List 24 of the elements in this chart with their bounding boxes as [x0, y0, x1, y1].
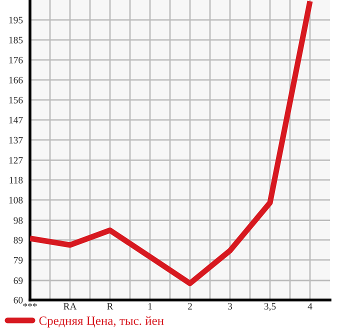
y-tick-label: 185	[9, 36, 23, 44]
x-tick-label: 3,5	[264, 303, 276, 312]
y-tick-label: 89	[14, 236, 23, 244]
legend-label: Средняя Цена, тыс. йен	[39, 316, 164, 328]
y-tick-label: 137	[9, 136, 23, 144]
y-tick-label: 79	[14, 256, 23, 264]
y-tick-label: 69	[14, 277, 23, 284]
x-tick-label: ***	[23, 303, 37, 307]
y-tick-label: 127	[9, 157, 23, 164]
x-tick-label: 2	[188, 303, 192, 310]
x-tick-label: RA	[64, 303, 77, 310]
y-tick-label: 118	[10, 176, 23, 184]
y-tick-label: 156	[9, 96, 23, 104]
x-tick-label: 4	[308, 303, 312, 310]
y-tick-label: 108	[9, 196, 23, 204]
y-tick-label: 195	[9, 16, 23, 24]
y-tick-label: 147	[9, 116, 23, 124]
y-tick-label: 60	[14, 296, 23, 304]
y-tick-label: 176	[9, 56, 23, 64]
x-tick-label: 3	[228, 303, 232, 310]
x-tick-label: 1	[148, 303, 152, 310]
x-tick-label: R	[107, 303, 114, 310]
y-tick-label: 98	[14, 217, 23, 224]
y-tick-label: 166	[9, 76, 23, 84]
